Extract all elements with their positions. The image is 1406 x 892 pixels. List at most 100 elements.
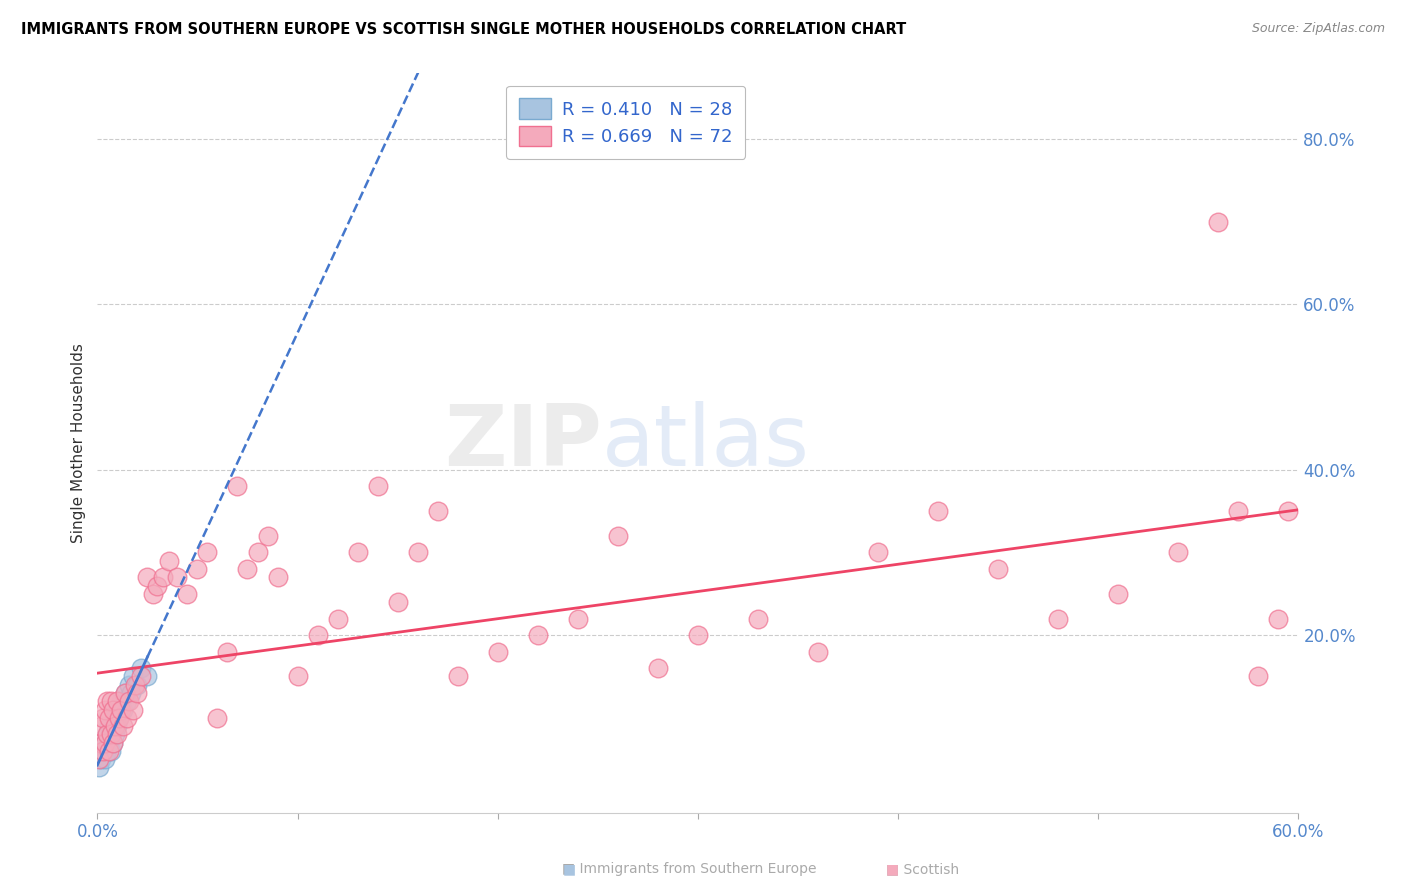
Point [96, 727, 118, 741]
Point [256, 529, 278, 543]
Text: ■: ■ [886, 862, 898, 876]
Y-axis label: Single Mother Households: Single Mother Households [72, 343, 86, 543]
Point [217, 645, 239, 659]
Text: Source: ZipAtlas.com: Source: ZipAtlas.com [1251, 22, 1385, 36]
Point [103, 736, 125, 750]
Point [110, 694, 132, 708]
Point [90, 719, 112, 733]
Point [105, 694, 128, 708]
Point [287, 669, 309, 683]
Point [207, 711, 229, 725]
Point [122, 702, 145, 716]
Text: ■ Scottish: ■ Scottish [886, 862, 959, 876]
Point [89, 760, 111, 774]
Point [93, 744, 115, 758]
Point [108, 711, 131, 725]
Point [606, 529, 628, 543]
Point [90, 752, 112, 766]
Point [104, 711, 127, 725]
Point [118, 694, 141, 708]
Point [236, 562, 259, 576]
Point [136, 570, 159, 584]
Point [526, 628, 548, 642]
Point [100, 727, 122, 741]
Point [105, 702, 128, 716]
Point [1047, 612, 1070, 626]
Point [110, 702, 132, 716]
Point [927, 504, 949, 518]
Point [127, 686, 149, 700]
Point [387, 595, 409, 609]
Point [647, 661, 669, 675]
Point [326, 612, 349, 626]
Point [118, 678, 141, 692]
Point [447, 669, 470, 683]
Point [117, 694, 139, 708]
Point [94, 736, 117, 750]
Point [157, 554, 180, 568]
Point [127, 678, 149, 692]
Point [103, 702, 125, 716]
Point [197, 545, 219, 559]
Point [114, 686, 136, 700]
Point [246, 545, 269, 559]
Point [226, 479, 249, 493]
Point [1167, 545, 1189, 559]
Point [98, 719, 121, 733]
Point [90, 736, 112, 750]
Point [367, 479, 389, 493]
Point [89, 752, 111, 766]
Point [686, 628, 709, 642]
Point [96, 727, 118, 741]
Point [103, 736, 125, 750]
Point [103, 719, 125, 733]
Point [96, 694, 118, 708]
Point [131, 661, 153, 675]
Point [176, 587, 198, 601]
Point [98, 736, 121, 750]
Point [112, 719, 135, 733]
Point [186, 562, 208, 576]
Point [100, 727, 122, 741]
Point [1277, 504, 1299, 518]
Point [94, 702, 117, 716]
Point [1267, 612, 1289, 626]
Text: atlas: atlas [602, 401, 810, 484]
Point [104, 727, 127, 741]
Text: ■ Immigrants from Southern Europe: ■ Immigrants from Southern Europe [562, 862, 817, 876]
Point [152, 570, 174, 584]
Point [142, 587, 165, 601]
Point [93, 711, 115, 725]
Point [166, 570, 188, 584]
Point [120, 686, 142, 700]
Point [136, 669, 159, 683]
Point [105, 727, 128, 741]
Point [100, 744, 122, 758]
Point [104, 719, 127, 733]
Point [94, 752, 117, 766]
Point [1227, 504, 1250, 518]
Point [486, 645, 509, 659]
Text: ZIP: ZIP [444, 401, 602, 484]
Point [124, 678, 146, 692]
Point [117, 711, 139, 725]
Point [105, 719, 128, 733]
Legend: R = 0.410   N = 28, R = 0.669   N = 72: R = 0.410 N = 28, R = 0.669 N = 72 [506, 86, 745, 159]
Point [146, 578, 169, 592]
Point [94, 736, 117, 750]
Text: ■: ■ [562, 862, 575, 876]
Point [96, 744, 118, 758]
Point [868, 545, 890, 559]
Point [98, 744, 121, 758]
Point [807, 645, 830, 659]
Point [93, 744, 115, 758]
Point [747, 612, 769, 626]
Point [122, 669, 145, 683]
Point [406, 545, 429, 559]
Point [112, 702, 135, 716]
Point [108, 711, 131, 725]
Point [100, 694, 122, 708]
Point [114, 686, 136, 700]
Point [307, 628, 329, 642]
Point [426, 504, 449, 518]
